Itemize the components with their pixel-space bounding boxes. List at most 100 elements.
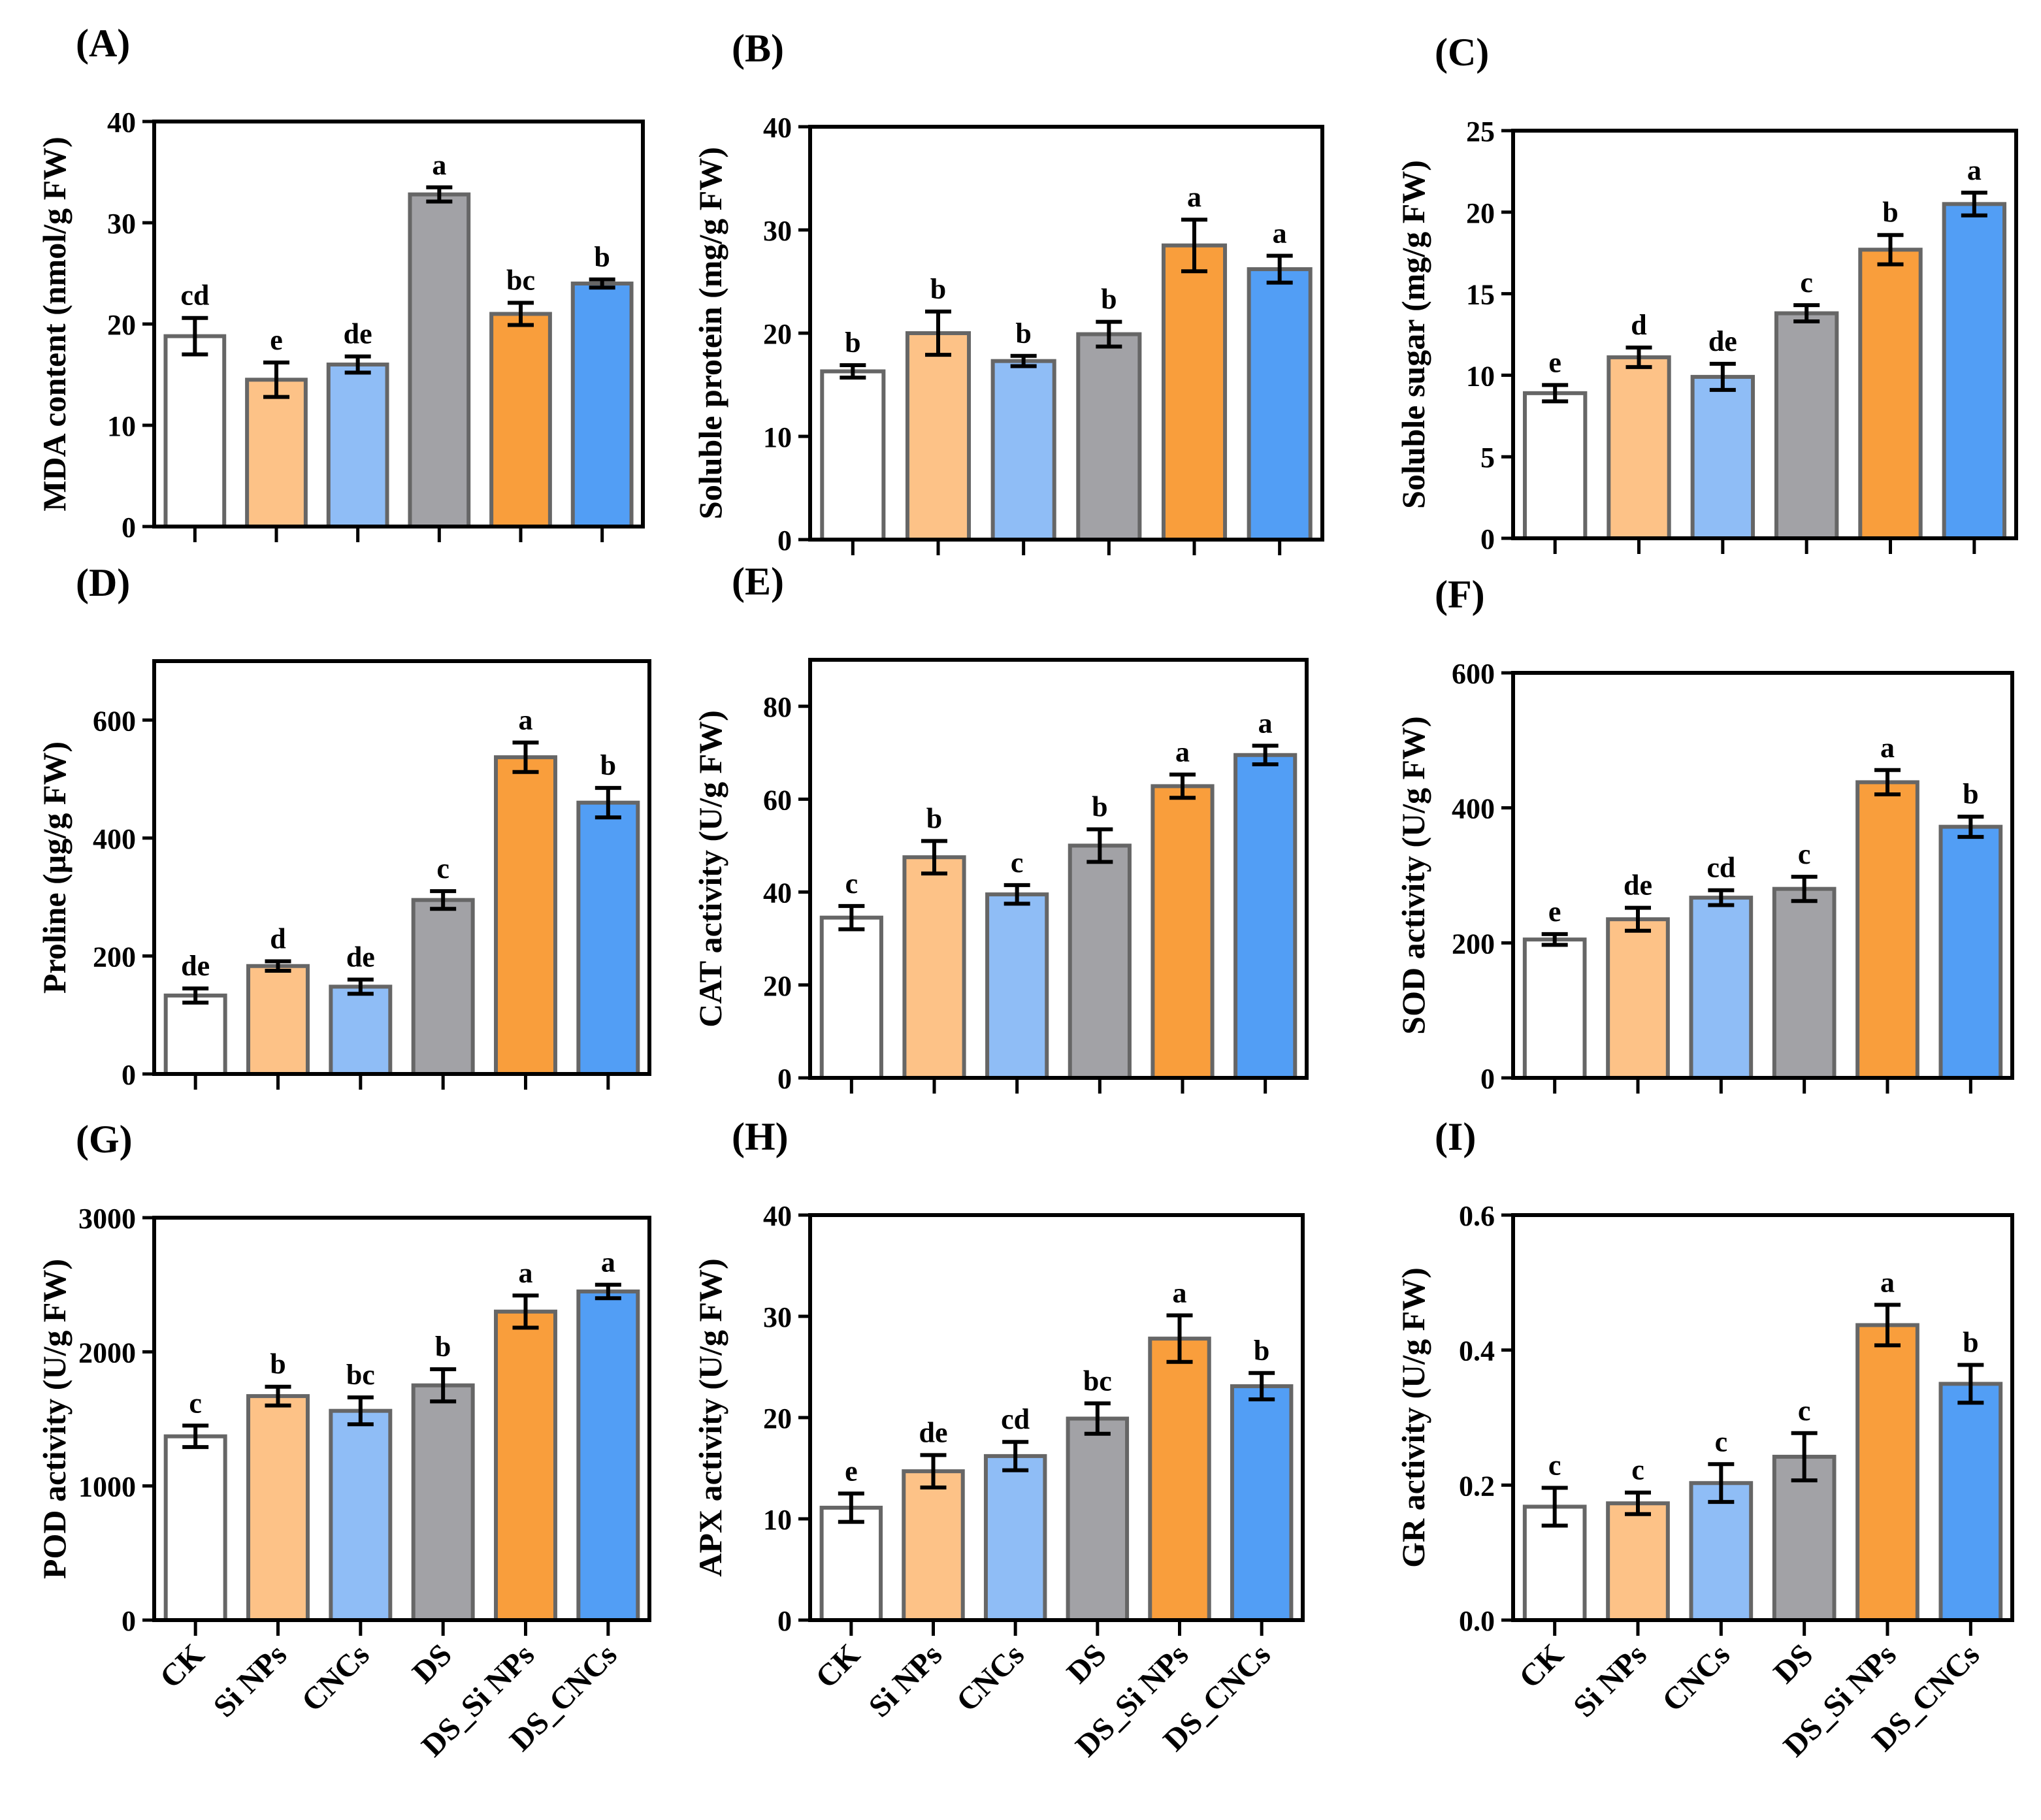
significance-letter: a	[1258, 707, 1273, 739]
significance-letter: c	[436, 853, 449, 885]
bar-si-nps	[902, 855, 966, 1080]
significance-letter: e	[1548, 896, 1561, 928]
significance-letter: c	[845, 868, 858, 900]
bar-ck	[163, 1434, 227, 1623]
error-bar	[512, 740, 539, 774]
panel-h: (H) APX activity (U/g FW) 0 10 20 30 40 e CK de Si…	[692, 1115, 1305, 1763]
y-axis-label: SOD activity (U/g FW)	[1395, 716, 1431, 1034]
significance-letter: c	[1715, 1425, 1728, 1457]
significance-letter: cd	[1706, 852, 1735, 884]
y-tick-label: 200	[93, 941, 136, 973]
y-tick-label: 60	[763, 784, 792, 816]
bar-ck	[819, 915, 883, 1080]
error-bar	[1542, 383, 1569, 404]
y-axis-label: GR activity (U/g FW)	[1395, 1267, 1431, 1568]
y-tick-label: 600	[1452, 658, 1495, 690]
bar-ds	[1772, 886, 1837, 1080]
bar-cncs	[1689, 896, 1754, 1080]
bar-ds-cncs	[576, 1289, 640, 1623]
error-bar	[1002, 1440, 1029, 1472]
panel-label: (D)	[76, 561, 130, 604]
error-bar	[1004, 883, 1030, 906]
error-bar	[1709, 361, 1736, 392]
error-bar	[1874, 1303, 1901, 1348]
bar-cncs	[983, 1454, 1047, 1622]
x-tick-label: Si NPs	[1567, 1637, 1654, 1724]
significance-letter: c	[1798, 838, 1811, 870]
panel-c: (C) Soluble sugar (mg/g FW) 0 5 10 15 20 25 e d de…	[1395, 31, 2018, 555]
error-bar	[344, 354, 371, 375]
bar-ds-si-nps	[494, 755, 557, 1077]
bar-ds-cncs	[1938, 1382, 2003, 1622]
significance-letter: d	[1631, 309, 1646, 341]
y-tick-label: 0	[777, 1605, 792, 1637]
y-axis-label: CAT activity (U/g FW)	[692, 710, 728, 1028]
y-tick-label: 80	[763, 691, 792, 723]
error-bar	[512, 1293, 539, 1330]
bar-si-nps	[905, 331, 972, 542]
error-bar	[1957, 1363, 1984, 1405]
significance-letter: b	[594, 241, 610, 273]
y-tick-label: 20	[763, 970, 792, 1002]
plot-frame	[808, 658, 1309, 1080]
y-tick-label: 25	[1466, 116, 1495, 148]
y-tick-label: 40	[763, 877, 792, 909]
bar-ds	[411, 1383, 475, 1623]
error-bar	[1252, 743, 1279, 766]
panel-e: (E) CAT activity (U/g FW) 0 20 40 60 80 c b c b a a	[692, 560, 1309, 1095]
x-tick-label: DS	[1060, 1637, 1113, 1690]
significance-letter: a	[1187, 181, 1201, 213]
y-tick-label: 40	[763, 112, 792, 144]
bar-ds-cncs	[576, 800, 640, 1076]
y-tick-label: 30	[107, 208, 136, 240]
error-bar	[182, 986, 209, 1005]
y-tick-label: 0.2	[1459, 1470, 1495, 1502]
significance-letter: a	[601, 1246, 615, 1278]
significance-letter: a	[1880, 732, 1895, 764]
y-tick-label: 30	[763, 215, 792, 247]
bar-ds	[1066, 1416, 1130, 1623]
error-bar	[265, 959, 291, 973]
panel-label: (C)	[1435, 31, 1489, 74]
bar-cncs	[326, 363, 389, 528]
plot-frame	[152, 120, 645, 528]
error-bar	[838, 1491, 864, 1524]
significance-letter: b	[1254, 1335, 1269, 1367]
panel-a: (A) MDA content (nmol/g FW) 0 10 20 30 40 cd e de…	[36, 22, 645, 544]
error-bar	[1084, 1401, 1111, 1436]
plot-frame	[152, 1216, 651, 1622]
significance-letter: de	[1624, 869, 1652, 902]
bar-ds-cncs	[1230, 1384, 1294, 1622]
bar-ds	[1068, 843, 1132, 1080]
error-bar	[1166, 1313, 1193, 1364]
significance-letter: a	[1880, 1266, 1895, 1298]
error-bar	[921, 839, 947, 876]
x-tick-label: CK	[809, 1637, 866, 1695]
significance-letter: c	[1631, 1454, 1644, 1486]
error-bar	[920, 1453, 947, 1489]
bar-ds-cncs	[570, 282, 634, 528]
y-tick-label: 0	[122, 1059, 136, 1091]
y-tick-label: 20	[107, 309, 136, 341]
y-tick-label: 10	[763, 1504, 792, 1536]
significance-letter: b	[845, 327, 860, 359]
x-tick-label: CK	[1512, 1637, 1570, 1695]
panel-label: (G)	[76, 1118, 133, 1161]
error-bar	[595, 786, 621, 820]
y-tick-label: 40	[763, 1200, 792, 1232]
significance-letter: b	[600, 749, 616, 781]
significance-letter: bc	[506, 264, 535, 296]
bar-ds	[1076, 332, 1142, 542]
bar-ds-si-nps	[1858, 248, 1923, 540]
significance-letter: a	[519, 1257, 533, 1289]
significance-letter: de	[919, 1416, 948, 1448]
error-bar	[1086, 827, 1113, 864]
y-axis-label: MDA content (nmol/g FW)	[36, 137, 73, 512]
error-bar	[595, 1282, 621, 1301]
plot-frame	[1511, 671, 2014, 1080]
significance-letter: cd	[180, 280, 209, 312]
error-bar	[1181, 218, 1207, 274]
significance-letter: a	[432, 149, 446, 181]
panel-label: (I)	[1435, 1115, 1476, 1158]
error-bar	[838, 903, 865, 932]
